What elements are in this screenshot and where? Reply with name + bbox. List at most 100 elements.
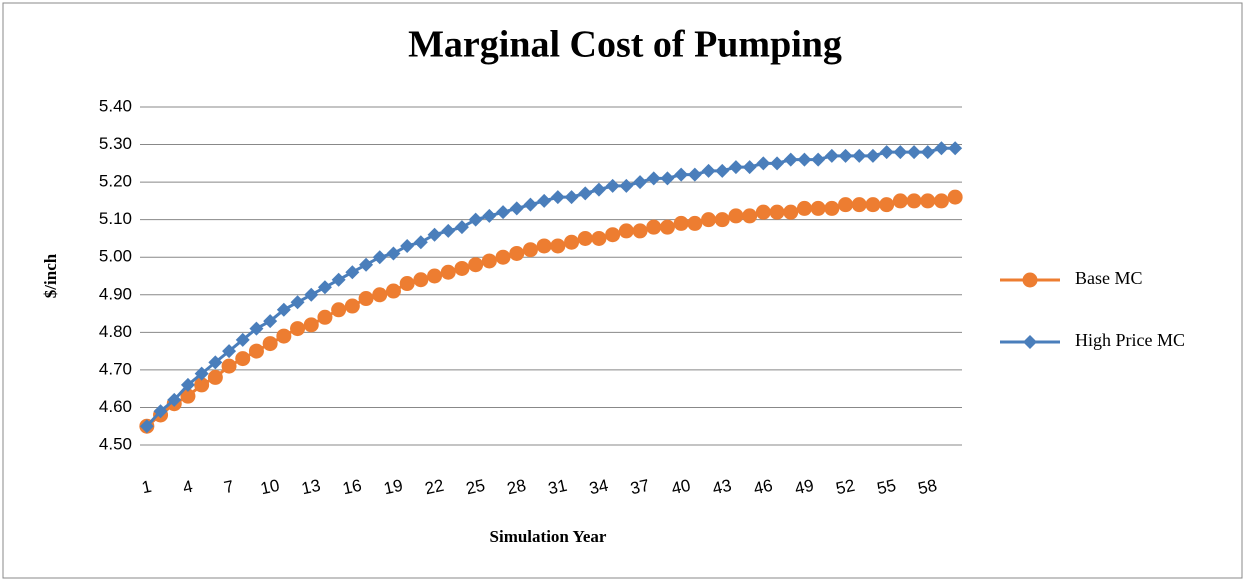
data-point xyxy=(482,208,497,223)
data-point xyxy=(372,287,388,303)
x-tick-label: 55 xyxy=(875,476,897,499)
data-point xyxy=(359,257,374,272)
x-axis-title: Simulation Year xyxy=(490,527,607,546)
x-tick-label: 40 xyxy=(670,476,692,499)
data-point xyxy=(290,295,305,310)
data-point xyxy=(345,265,360,280)
chart-title: Marginal Cost of Pumping xyxy=(408,24,842,66)
data-point xyxy=(605,227,621,243)
data-point xyxy=(783,152,798,167)
data-point xyxy=(852,148,867,163)
data-point xyxy=(838,148,853,163)
data-point xyxy=(879,197,895,213)
data-point xyxy=(358,291,374,307)
data-point xyxy=(303,317,319,333)
x-tick-label: 7 xyxy=(222,477,235,498)
data-point xyxy=(920,193,936,209)
y-tick-label: 4.80 xyxy=(99,322,132,341)
data-point xyxy=(796,200,812,216)
data-point xyxy=(701,163,716,178)
y-tick-label: 4.70 xyxy=(99,359,132,378)
data-point xyxy=(153,404,168,419)
data-point xyxy=(495,249,511,265)
data-point xyxy=(646,171,661,186)
legend-label: High Price MC xyxy=(1075,330,1185,350)
x-tick-label: 13 xyxy=(300,476,322,499)
data-point xyxy=(523,197,538,212)
data-point xyxy=(619,178,634,193)
x-tick-label: 52 xyxy=(834,476,856,499)
data-point xyxy=(139,419,154,434)
data-point xyxy=(1023,335,1037,349)
data-point xyxy=(317,309,333,325)
data-point xyxy=(811,152,826,167)
data-point xyxy=(714,212,730,228)
y-tick-label: 5.40 xyxy=(99,96,132,115)
data-point xyxy=(509,201,524,216)
data-point xyxy=(578,186,593,201)
data-point xyxy=(386,246,401,261)
data-point xyxy=(892,193,908,209)
data-point xyxy=(810,200,826,216)
data-point xyxy=(865,148,880,163)
data-point xyxy=(413,235,428,250)
x-tick-label: 19 xyxy=(382,476,404,499)
data-point xyxy=(948,141,963,156)
data-point xyxy=(399,276,415,292)
data-point xyxy=(194,366,209,381)
data-point xyxy=(715,163,730,178)
data-point xyxy=(496,205,511,220)
data-point xyxy=(824,148,839,163)
data-point xyxy=(194,377,210,393)
x-tick-label: 22 xyxy=(423,476,445,499)
x-tick-label: 37 xyxy=(629,476,651,499)
x-tick-label: 43 xyxy=(711,476,733,499)
data-point xyxy=(522,242,538,258)
data-point xyxy=(824,200,840,216)
data-point xyxy=(440,264,456,280)
x-tick-label: 10 xyxy=(259,476,281,499)
data-point xyxy=(797,152,812,167)
data-point xyxy=(208,355,223,370)
data-point xyxy=(770,156,785,171)
y-tick-label: 4.60 xyxy=(99,397,132,416)
y-axis-title: $/inch xyxy=(41,253,60,298)
data-point xyxy=(577,230,593,246)
data-point xyxy=(851,197,867,213)
data-point xyxy=(344,298,360,314)
data-point xyxy=(400,238,415,253)
data-point xyxy=(838,197,854,213)
data-point xyxy=(920,145,935,160)
data-point xyxy=(509,245,525,261)
data-point xyxy=(933,193,949,209)
data-point xyxy=(317,280,332,295)
y-tick-label: 4.50 xyxy=(99,434,132,453)
data-point xyxy=(728,208,744,224)
x-tick-label: 58 xyxy=(916,476,938,499)
y-tick-label: 5.10 xyxy=(99,209,132,228)
data-point xyxy=(276,328,292,344)
data-point xyxy=(221,358,237,374)
y-tick-label: 5.00 xyxy=(99,247,132,266)
data-point xyxy=(564,234,580,250)
x-tick-label: 49 xyxy=(793,476,815,499)
data-point xyxy=(674,167,689,182)
data-point xyxy=(331,272,346,287)
data-point xyxy=(742,160,757,175)
data-point xyxy=(769,204,785,220)
data-point xyxy=(235,332,250,347)
data-point xyxy=(906,193,922,209)
data-point xyxy=(865,197,881,213)
data-point xyxy=(879,145,894,160)
data-point xyxy=(605,178,620,193)
x-tick-label: 25 xyxy=(464,476,486,499)
data-point xyxy=(728,160,743,175)
data-point xyxy=(591,182,606,197)
data-point xyxy=(304,287,319,302)
data-point xyxy=(481,253,497,269)
x-tick-label: 34 xyxy=(588,476,610,499)
data-point xyxy=(372,250,387,265)
data-point xyxy=(235,351,251,367)
data-point xyxy=(427,227,442,242)
